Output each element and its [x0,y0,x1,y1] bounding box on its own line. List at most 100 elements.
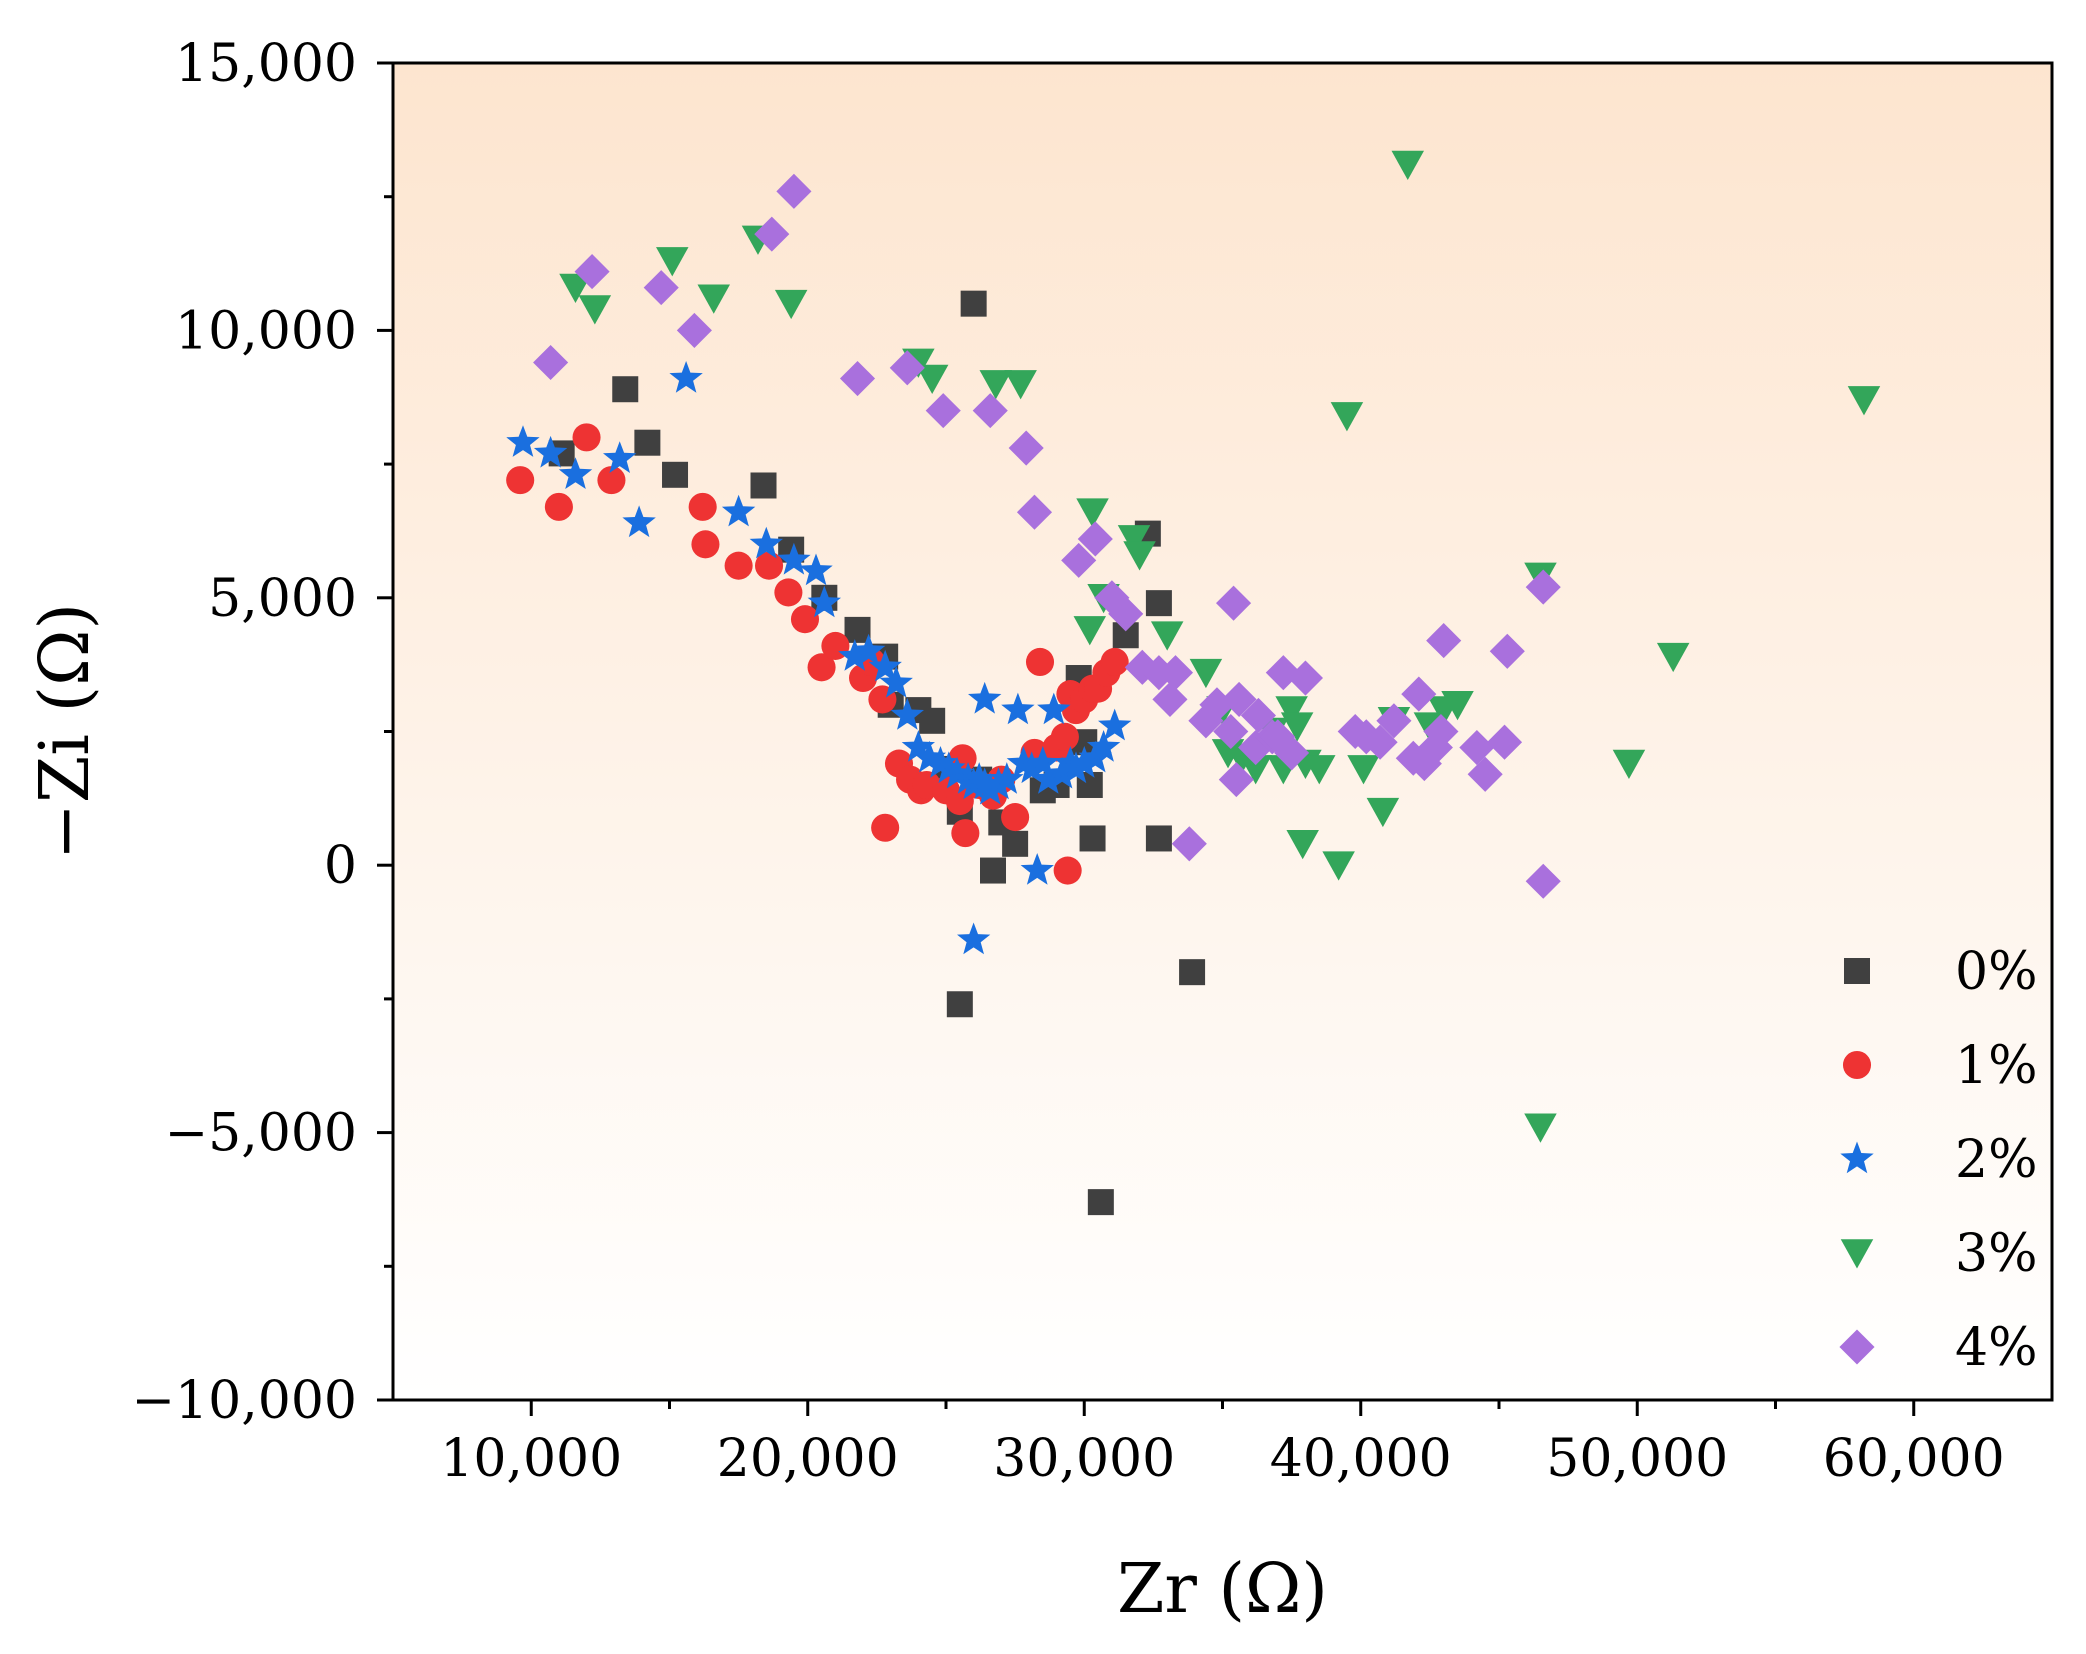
data-point [1123,541,1156,571]
data-point [1216,585,1252,621]
data-points [506,150,1881,1216]
data-point [981,767,1016,800]
series-4pct [533,173,1561,899]
data-point [1239,755,1272,785]
data-point [533,435,568,468]
data-point [1189,658,1223,689]
data-point [1275,696,1308,726]
data-point [968,767,1002,800]
data-point [669,361,703,393]
data-point [574,254,610,290]
data-point [691,530,720,559]
data-point [688,492,717,521]
data-point [1525,569,1561,605]
data-point [1847,386,1881,416]
data-point [1265,655,1301,691]
data-point [1020,853,1054,885]
data-point [1059,751,1093,784]
data-point [749,526,783,559]
data-point [1025,647,1055,677]
data-point [1303,755,1336,785]
data-point [1280,712,1314,742]
x-tick-label: 30,000 [993,1429,1175,1489]
data-point [919,707,946,734]
data-point [1145,825,1172,852]
data-point [1050,722,1079,751]
data-point [1656,642,1690,673]
data-point [1077,521,1113,557]
data-point [1016,494,1053,530]
data-point [1391,150,1425,181]
data-point [578,295,612,325]
legend-label: 1% [1955,1036,2038,1096]
data-point [1459,729,1495,766]
data-point [1489,633,1525,669]
data-point [1366,797,1400,828]
data-point [612,376,639,403]
data-point [1152,681,1188,717]
data-point [506,466,535,495]
data-point [1001,692,1035,725]
data-point [871,813,900,842]
y-tick-label: 10,000 [175,301,357,361]
data-point [1240,697,1276,734]
data-point [774,578,803,607]
data-point [844,616,871,643]
data-point [1117,525,1151,555]
data-point [1406,746,1442,782]
data-point [1087,1189,1114,1216]
data-point [662,461,689,488]
x-tick-label: 10,000 [440,1429,622,1489]
data-point [1221,681,1257,717]
data-point [972,393,1008,429]
data-point [1008,430,1044,466]
x-tick-label: 60,000 [1823,1429,2005,1489]
data-point [807,653,836,682]
data-point [1006,746,1041,778]
data-point [533,344,569,381]
data-point [1004,370,1037,400]
data-point [1274,735,1310,771]
legend-label: 0% [1955,942,2038,1002]
data-point [973,772,1007,805]
legend-marker [1840,1141,1874,1174]
data-point [656,247,689,277]
data-point [868,649,902,682]
y-axis-title: −Zi (Ω) [26,603,105,860]
data-point [1441,690,1474,721]
y-axis: −10,000 −5,000 0 5,000 10,000 15,000 [131,34,393,1431]
x-axis-title: Zr (Ω) [1117,1550,1328,1629]
data-point [1067,746,1101,778]
legend-label: 3% [1955,1224,2038,1284]
data-point [777,542,811,575]
data-point [776,173,812,209]
series-2pct [506,361,1132,955]
data-point [968,681,1002,714]
legend-marker [1842,1050,1872,1080]
data-point [1423,713,1459,750]
data-point [721,494,756,527]
data-point [506,425,540,457]
data-point [1362,724,1398,760]
legend-item: 0% [1844,942,2038,1002]
legend-item: 3% [1840,1224,2038,1284]
y-tick-label: 5,000 [208,569,357,629]
data-point [889,350,925,386]
data-point [643,270,679,306]
data-point [1286,829,1319,860]
data-point [1150,621,1184,651]
data-point [1524,1113,1557,1143]
data-point [839,360,876,397]
data-point [1037,692,1071,725]
data-point [990,762,1024,794]
y-tick-label: −10,000 [131,1371,357,1431]
data-point [1073,616,1107,646]
legend-marker [1839,1329,1875,1365]
y-tick-label: −5,000 [165,1104,357,1164]
data-point [807,585,841,618]
data-point [1347,755,1380,785]
legend-item: 1% [1842,1036,2038,1096]
x-tick-label: 20,000 [717,1429,899,1489]
data-point [622,505,656,538]
legend-item: 2% [1840,1130,2038,1190]
